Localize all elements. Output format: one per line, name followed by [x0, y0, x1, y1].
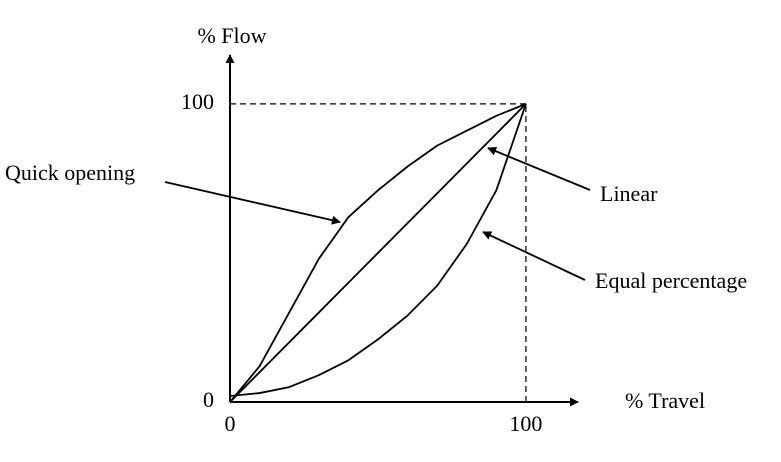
series-label: Quick opening: [5, 160, 135, 185]
annotation-arrow: [487, 146, 591, 191]
series-line: [229, 103, 527, 403]
x-axis-label: % Travel: [625, 388, 705, 413]
x-tick-label: 100: [509, 411, 542, 436]
y-tick-label: 100: [181, 89, 214, 114]
series-line: [229, 103, 527, 397]
x-tick-label: 0: [225, 411, 236, 436]
series-line: [229, 103, 527, 403]
y-axis-label: % Flow: [197, 23, 266, 48]
series-label: Equal percentage: [595, 268, 747, 293]
annotation-arrow: [482, 231, 586, 281]
series-label: Linear: [600, 181, 658, 206]
annotation-arrow: [164, 181, 341, 225]
y-tick-label: 0: [203, 387, 214, 412]
